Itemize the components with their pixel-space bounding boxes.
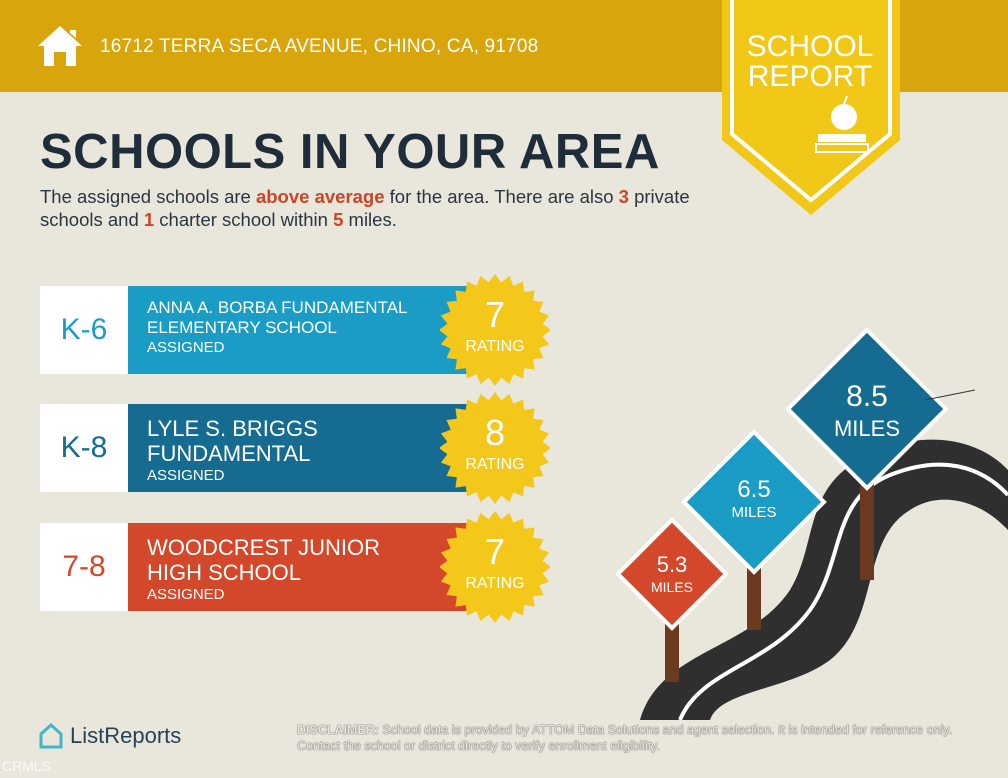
road-signs-illustration bbox=[615, 327, 1008, 720]
school-name: ANNA A. BORBA FUNDAMENTAL ELEMENTARY SCH… bbox=[147, 298, 407, 337]
rating-value: 8 bbox=[484, 412, 506, 453]
rating-seal-icon bbox=[440, 274, 550, 386]
grade-range: 7-8 bbox=[40, 523, 128, 611]
rating-label: RATING bbox=[465, 338, 525, 355]
grade-range: K-8 bbox=[40, 404, 128, 492]
rating-label: RATING bbox=[465, 456, 525, 473]
summary-text: The assigned schools are above average f… bbox=[40, 186, 690, 230]
school-info: ANNA A. BORBA FUNDAMENTAL ELEMENTARY SCH… bbox=[128, 286, 498, 374]
grade-range: K-6 bbox=[40, 286, 128, 374]
rating-seal-icon bbox=[440, 392, 550, 504]
school-info: LYLE S. BRIGGS FUNDAMENTAL ASSIGNED bbox=[128, 404, 498, 492]
sign-8.5-value: 8.5 bbox=[846, 380, 888, 413]
school-status: ASSIGNED bbox=[147, 467, 225, 484]
sign-8.5-unit: MILES bbox=[833, 416, 901, 441]
school-name: WOODCREST JUNIOR HIGH SCHOOL bbox=[147, 535, 381, 585]
sign-6.5-unit: MILES bbox=[731, 504, 777, 521]
school-info: WOODCREST JUNIOR HIGH SCHOOL ASSIGNED bbox=[128, 523, 498, 611]
school-row[interactable]: K-8 LYLE S. BRIGGS FUNDAMENTAL ASSIGNED … bbox=[40, 392, 550, 504]
apple-books-icon bbox=[815, 96, 869, 153]
home-icon bbox=[38, 26, 82, 66]
rating-label: RATING bbox=[465, 575, 525, 592]
badge-line2: REPORT bbox=[747, 60, 873, 93]
listreports-logo-icon bbox=[39, 722, 63, 749]
page-title: SCHOOLS IN YOUR AREA bbox=[40, 125, 660, 179]
school-row[interactable]: 7-8 WOODCREST JUNIOR HIGH SCHOOL ASSIGNE… bbox=[40, 511, 550, 623]
school-name: LYLE S. BRIGGS FUNDAMENTAL bbox=[147, 416, 318, 466]
property-address: 16712 TERRA SECA AVENUE, CHINO, CA, 9170… bbox=[100, 36, 539, 57]
disclaimer: DISCLAIMER: School data is provided by A… bbox=[297, 723, 953, 753]
school-row[interactable]: K-6 ANNA A. BORBA FUNDAMENTAL ELEMENTARY… bbox=[40, 274, 550, 386]
school-report-badge bbox=[722, 0, 900, 215]
sign-5.3-unit: MILES bbox=[650, 579, 693, 595]
rating-value: 7 bbox=[484, 294, 506, 335]
listreports-logo: ListReports bbox=[38, 722, 181, 750]
rating-seal-icon bbox=[440, 511, 550, 623]
watermark: CRMLS bbox=[2, 758, 52, 774]
school-status: ASSIGNED bbox=[147, 586, 225, 603]
road-line bbox=[678, 462, 1008, 720]
sign-5.3-value: 5.3 bbox=[656, 552, 688, 577]
rating-value: 7 bbox=[484, 531, 506, 572]
sign-6.5-value: 6.5 bbox=[737, 476, 771, 503]
badge-line1: SCHOOL bbox=[746, 30, 874, 63]
school-status: ASSIGNED bbox=[147, 339, 225, 356]
